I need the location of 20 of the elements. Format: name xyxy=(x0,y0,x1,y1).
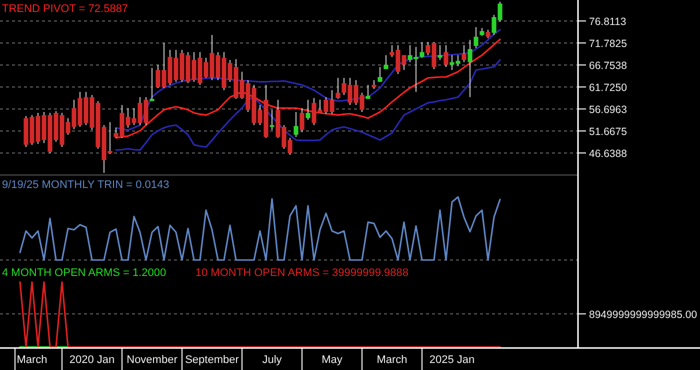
x-tick-label: July xyxy=(262,354,282,366)
text: TREND PIVOT = 72.5887 xyxy=(2,3,128,15)
y-tick-label: 56.6963 xyxy=(589,104,628,116)
y-tick-label: 61.7250 xyxy=(589,82,628,94)
text: 9/19/25 MONTHLY TRIN = 0.0143 xyxy=(2,179,170,191)
x-tick-label: March xyxy=(376,354,408,366)
x-tick-label: September xyxy=(185,354,240,366)
y-tick-label: 66.7538 xyxy=(589,60,628,72)
y-tick-label: 46.6388 xyxy=(589,148,628,160)
x-tick-label: March xyxy=(16,354,48,366)
text: 10 MONTH OPEN ARMS = 39999999.9888 xyxy=(195,267,408,279)
x-tick-label: May xyxy=(322,354,343,366)
x-tick-label: November xyxy=(126,354,178,366)
text: 4 MONTH OPEN ARMS = 1.2000 xyxy=(2,267,166,279)
x-tick-label: 2025 Jan xyxy=(429,354,475,366)
y-tick-label: 51.6675 xyxy=(589,126,628,138)
text: 8949999999999985.00 xyxy=(589,308,698,321)
y-tick-label: 76.8113 xyxy=(589,16,626,28)
x-tick-label: 2020 Jan xyxy=(69,354,115,366)
y-tick-label: 71.7825 xyxy=(589,38,628,50)
